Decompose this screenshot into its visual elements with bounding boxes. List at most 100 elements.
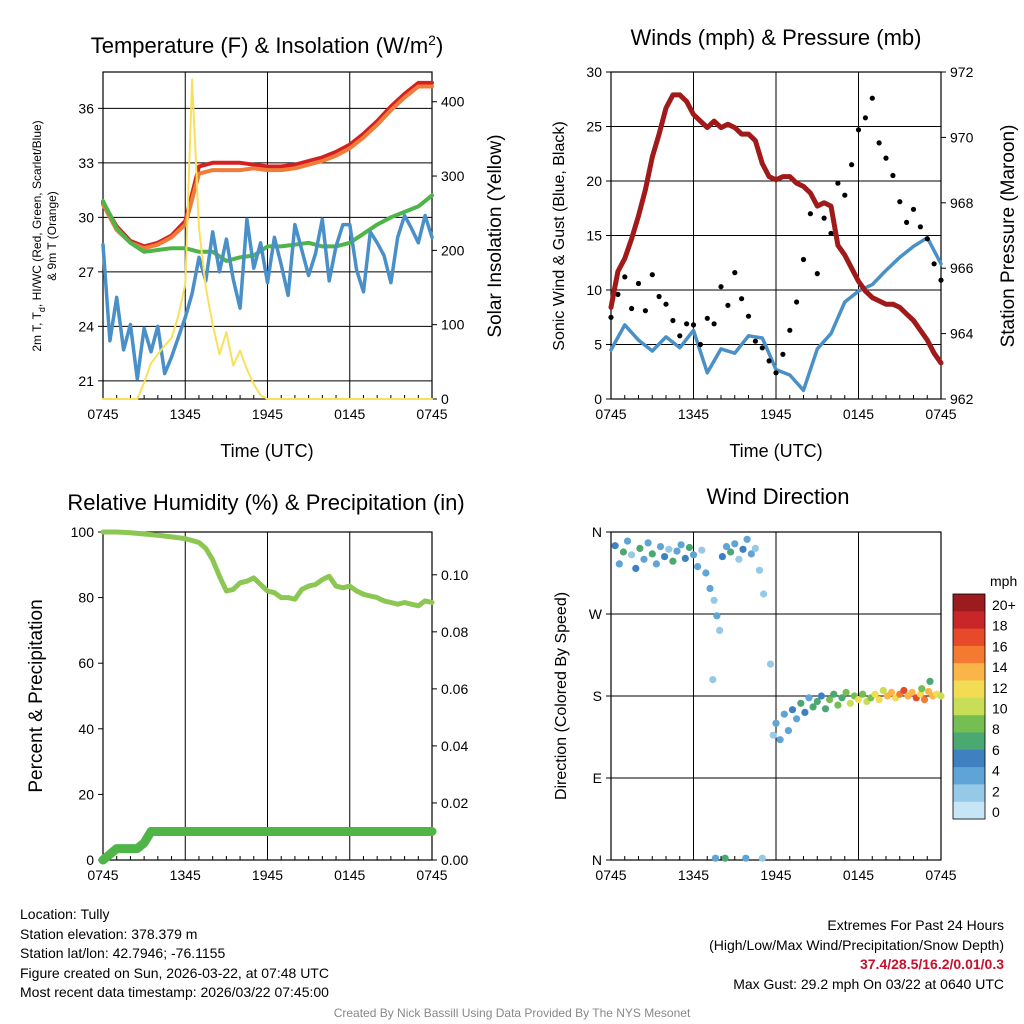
wind-gust-point [938, 277, 944, 283]
dir-point [661, 553, 669, 561]
dir-ylabel: Direction (Colored By Speed) [553, 592, 570, 800]
dir-point [694, 563, 702, 571]
dir-point [766, 660, 775, 668]
dir-point [648, 550, 656, 558]
temp-ylabel-rest: , HI/WC (Red, Green, Scarlet/Blue) [30, 120, 44, 307]
colorbar-swatch [953, 645, 985, 664]
temp-ytick-label: 33 [78, 155, 94, 171]
temp-xtick-label: 1945 [252, 406, 283, 422]
dir-point [727, 548, 735, 556]
colorbar-label: 6 [992, 742, 1000, 758]
wind-gust-point [608, 314, 614, 320]
dir-point [711, 854, 720, 862]
wind-gust-point [814, 271, 820, 277]
colorbar-label: 0 [992, 804, 1000, 820]
temp-xtick-label: 0745 [87, 406, 118, 422]
temp-rtick-label: 100 [441, 317, 465, 333]
dir-xtick-label: 0745 [925, 867, 956, 883]
wind-gust-point [897, 199, 903, 205]
wind-series-maroon [608, 92, 944, 366]
recent-data-text: Most recent data timestamp: 2026/03/22 0… [20, 984, 329, 1000]
wind-gust-point [732, 270, 738, 276]
wind-xlabel: Time (UTC) [729, 441, 822, 461]
rh-ytick-label: 40 [78, 721, 94, 737]
wind-gust-point [635, 280, 642, 287]
dir-point [801, 708, 809, 717]
dir-point [636, 544, 644, 553]
wind-gust-point [718, 284, 724, 290]
dir-point [751, 544, 760, 553]
dir-point [859, 690, 867, 698]
colorbar-frame [952, 593, 986, 820]
colorbar-label: 16 [992, 638, 1008, 654]
rh-xtick-label: 1345 [170, 867, 201, 883]
dir-point [632, 564, 640, 573]
colorbar-swatch [953, 594, 985, 612]
dir-point [805, 694, 813, 702]
dir-point [758, 854, 766, 862]
colorbar-swatch [953, 784, 985, 803]
dir-point [722, 543, 731, 551]
dir-point [797, 699, 805, 707]
colorbar-swatch [953, 767, 985, 785]
dir-point [887, 688, 896, 697]
wind-xtick-label: 1345 [678, 406, 709, 422]
dir-point [718, 553, 727, 561]
dir-point [702, 569, 710, 577]
extremes-values: 37.4/28.5/16.2/0.01/0.3 [859, 956, 1004, 972]
temp-ylabel-sub: d [37, 307, 47, 312]
wind-gust-point [924, 236, 930, 242]
temp-xtick-label: 0145 [334, 406, 365, 422]
dir-point [710, 596, 718, 604]
wind-series-blue [609, 235, 943, 393]
dir-point [772, 719, 780, 727]
temp-title: Temperature (F) & Insolation (W/m2) [91, 32, 444, 58]
wind-gust-point [794, 299, 800, 305]
dir-point [834, 701, 842, 709]
temp-title-end: ) [436, 33, 443, 58]
wind-gust-point [622, 274, 628, 280]
temp-xlabel: Time (UTC) [220, 441, 313, 461]
dir-point [665, 545, 673, 553]
temp-rtick-label: 200 [441, 242, 465, 258]
dir-point [920, 696, 929, 704]
extremes-title: Extremes For Past 24 Hours [827, 917, 1004, 933]
humidity-precip-panel: 0745 1345 1945 0145 07450204060801000.000.02… [26, 490, 468, 883]
dir-point [793, 715, 801, 723]
wind-rtick-label: 970 [950, 129, 974, 145]
dir-point [652, 560, 661, 568]
dir-point [755, 566, 764, 574]
dir-point [685, 543, 694, 552]
dir-point [615, 560, 623, 568]
dir-point [871, 690, 879, 698]
dir-point [809, 703, 817, 711]
dir-point [689, 551, 698, 559]
dir-ytick-label: S [593, 688, 602, 704]
dir-point [709, 676, 717, 684]
dir-point [743, 535, 751, 543]
dir-xtick-label: 0145 [843, 867, 874, 883]
dir-point [673, 547, 681, 555]
temp-xtick-label: 0745 [416, 406, 447, 422]
wind-ytick-label: 5 [594, 337, 602, 353]
wind-gust-point [842, 192, 848, 198]
wind-ytick-label: 15 [586, 228, 602, 244]
dir-title: Wind Direction [706, 484, 849, 509]
colorbar-label: 10 [992, 701, 1008, 717]
wind-xtick-label: 1945 [760, 406, 791, 422]
wind-gust-point [697, 341, 704, 348]
temp-rtick-label: 300 [441, 168, 465, 184]
colorbar-label: 12 [992, 680, 1008, 696]
rh-rtick-label: 0.10 [441, 567, 468, 583]
rh-ytick-label: 0 [86, 852, 94, 868]
extremes-info: Extremes For Past 24 Hours (High/Low/Max… [709, 916, 1004, 994]
dir-point [611, 542, 619, 550]
temp-series-yellow [102, 78, 433, 400]
dir-point [842, 688, 850, 697]
colorbar-label: 2 [992, 783, 1000, 799]
colorbar-label: 20+ [992, 597, 1016, 613]
wind-rtick-label: 966 [950, 260, 974, 276]
dir-xtick-label: 1945 [760, 867, 791, 883]
wind-ytick-label: 0 [594, 391, 602, 407]
wind-gust-point [869, 95, 875, 101]
